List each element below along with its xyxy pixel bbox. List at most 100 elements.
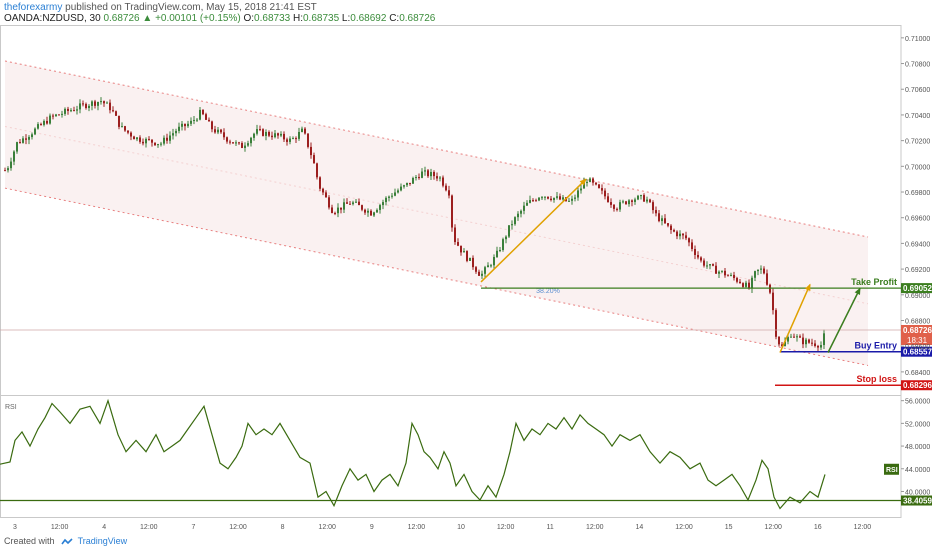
- candle-up[interactable]: [376, 209, 378, 213]
- candle-down[interactable]: [25, 138, 27, 140]
- candle-down[interactable]: [604, 190, 606, 197]
- projection-arrow[interactable]: [480, 178, 587, 283]
- candle-down[interactable]: [445, 185, 447, 191]
- candle-up[interactable]: [265, 131, 267, 136]
- candle-down[interactable]: [139, 137, 141, 142]
- candle-down[interactable]: [220, 129, 222, 133]
- candle-up[interactable]: [301, 128, 303, 132]
- candle-up[interactable]: [493, 256, 495, 266]
- candle-up[interactable]: [385, 197, 387, 203]
- candle-down[interactable]: [715, 265, 717, 274]
- candle-down[interactable]: [748, 282, 750, 289]
- candle-up[interactable]: [394, 192, 396, 196]
- candle-down[interactable]: [802, 337, 804, 345]
- candle-up[interactable]: [280, 133, 282, 136]
- candle-down[interactable]: [808, 339, 810, 343]
- candle-up[interactable]: [490, 265, 492, 267]
- candle-up[interactable]: [511, 224, 513, 226]
- candle-down[interactable]: [778, 336, 780, 345]
- candle-down[interactable]: [811, 342, 813, 344]
- candle-down[interactable]: [478, 271, 480, 276]
- candle-down[interactable]: [598, 184, 600, 189]
- candle-up[interactable]: [292, 138, 294, 140]
- candle-down[interactable]: [817, 345, 819, 348]
- candle-down[interactable]: [202, 109, 204, 115]
- candle-down[interactable]: [133, 136, 135, 140]
- candle-up[interactable]: [145, 138, 147, 144]
- candle-up[interactable]: [256, 129, 258, 134]
- candle-down[interactable]: [211, 121, 213, 130]
- candle-down[interactable]: [547, 196, 549, 199]
- candle-up[interactable]: [526, 202, 528, 206]
- candle-up[interactable]: [586, 182, 588, 184]
- candle-up[interactable]: [634, 199, 636, 202]
- candle-up[interactable]: [568, 200, 570, 202]
- candle-down[interactable]: [142, 141, 144, 144]
- candle-down[interactable]: [691, 242, 693, 249]
- candle-up[interactable]: [406, 182, 408, 186]
- candle-down[interactable]: [46, 120, 48, 124]
- candle-down[interactable]: [814, 343, 816, 346]
- candle-down[interactable]: [625, 201, 627, 205]
- candle-up[interactable]: [583, 182, 585, 189]
- candle-down[interactable]: [742, 283, 744, 287]
- candle-up[interactable]: [823, 333, 825, 346]
- candle-down[interactable]: [361, 205, 363, 210]
- candle-up[interactable]: [487, 265, 489, 268]
- candle-up[interactable]: [172, 133, 174, 136]
- candle-down[interactable]: [85, 103, 87, 109]
- candle-up[interactable]: [790, 336, 792, 338]
- candle-down[interactable]: [535, 200, 537, 202]
- candle-up[interactable]: [679, 233, 681, 237]
- candle-up[interactable]: [787, 337, 789, 342]
- candle-up[interactable]: [250, 137, 252, 144]
- candle-up[interactable]: [76, 109, 78, 111]
- candle-up[interactable]: [721, 270, 723, 272]
- candle-up[interactable]: [496, 250, 498, 257]
- candle-down[interactable]: [793, 336, 795, 338]
- candle-down[interactable]: [409, 182, 411, 184]
- candle-down[interactable]: [454, 227, 456, 243]
- candle-up[interactable]: [190, 120, 192, 124]
- candle-up[interactable]: [199, 109, 201, 120]
- candle-down[interactable]: [4, 170, 6, 172]
- candle-down[interactable]: [418, 177, 420, 179]
- candle-down[interactable]: [127, 130, 129, 133]
- candle-up[interactable]: [61, 113, 63, 115]
- candle-up[interactable]: [193, 119, 195, 121]
- candle-up[interactable]: [160, 143, 162, 145]
- candle-up[interactable]: [463, 251, 465, 253]
- candle-down[interactable]: [739, 281, 741, 284]
- candle-down[interactable]: [226, 137, 228, 142]
- candle-up[interactable]: [706, 265, 708, 267]
- candle-up[interactable]: [217, 129, 219, 133]
- candle-down[interactable]: [724, 270, 726, 276]
- candle-down[interactable]: [313, 155, 315, 164]
- candle-down[interactable]: [610, 202, 612, 205]
- candle-up[interactable]: [178, 126, 180, 131]
- candle-up[interactable]: [274, 133, 276, 138]
- candle-up[interactable]: [91, 101, 93, 106]
- candle-down[interactable]: [364, 209, 366, 213]
- candle-up[interactable]: [541, 197, 543, 199]
- tradingview-link[interactable]: TradingView: [77, 536, 128, 546]
- candle-up[interactable]: [517, 213, 519, 218]
- candle-down[interactable]: [442, 177, 444, 186]
- candle-down[interactable]: [115, 111, 117, 116]
- candle-up[interactable]: [508, 225, 510, 237]
- candle-up[interactable]: [31, 134, 33, 138]
- candle-down[interactable]: [652, 202, 654, 211]
- candle-up[interactable]: [244, 145, 246, 148]
- candle-down[interactable]: [613, 204, 615, 209]
- candle-down[interactable]: [763, 268, 765, 274]
- candle-down[interactable]: [268, 131, 270, 136]
- candle-up[interactable]: [187, 123, 189, 127]
- candle-up[interactable]: [751, 277, 753, 289]
- candle-down[interactable]: [697, 254, 699, 258]
- candle-up[interactable]: [253, 133, 255, 138]
- candle-up[interactable]: [163, 137, 165, 144]
- candle-up[interactable]: [388, 196, 390, 198]
- candle-up[interactable]: [619, 202, 621, 210]
- candle-up[interactable]: [529, 200, 531, 203]
